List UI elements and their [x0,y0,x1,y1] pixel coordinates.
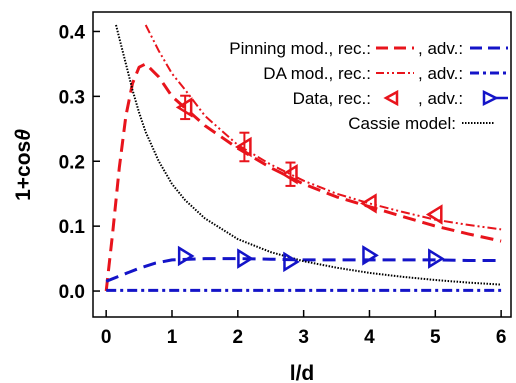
point-adv-3 [362,245,379,266]
point-rec-2 [281,163,298,185]
legend-pinning-rec-label: Pinning mod., rec.: [229,39,371,58]
y-tick-label-3: 0.3 [59,87,85,108]
y-axis-label-symbol: θ [12,129,35,141]
series-da-rec [144,24,502,231]
points-layer [175,94,445,273]
x-tick-label-0: 0 [101,327,112,348]
x-tick-label-5: 5 [430,327,441,348]
x-axis-label: l/d [290,362,315,383]
y-axis-label: 1+cosθ [12,129,35,201]
legend-cassie-label: Cassie model: [348,114,456,133]
point-adv-0 [177,245,195,267]
legend-data-rec-marker [383,89,399,107]
legend-pinning-adv-label: , adv.: [418,39,463,58]
legend-data-rec-label: Data, rec.: [293,89,371,108]
y-tick-label-1: 0.1 [59,217,86,238]
point-adv-2 [283,251,300,273]
y-tick-label-0: 0.0 [59,282,85,303]
axis-ticks: 0 1 2 3 4 5 6 0.0 0.1 0.2 0.3 0.4 [59,22,507,348]
series-layer [104,24,502,292]
legend-data-adv-marker [482,89,499,107]
x-tick-label-2: 2 [233,327,244,348]
point-adv-4 [428,248,445,269]
legend: Pinning mod., rec.: , adv.: DA mod., rec… [229,39,508,133]
y-tick-label-4: 0.4 [59,22,86,43]
legend-da-adv-label: , adv.: [418,64,463,83]
series-cassie [115,24,502,286]
x-tick-label-4: 4 [364,327,375,348]
series-pinning-rec [104,62,502,292]
point-adv-1 [237,248,254,269]
x-tick-label-1: 1 [167,327,178,348]
point-rec-4 [425,204,443,225]
plot-frame [92,11,512,318]
series-pinning-adv [105,257,502,283]
point-rec-0 [175,97,193,118]
y-axis-label-main: 1+cos [12,141,35,201]
legend-data-adv-label: , adv.: [418,89,463,108]
x-tick-label-3: 3 [298,327,309,348]
x-tick-label-6: 6 [496,327,507,348]
legend-da-rec-label: DA mod., rec.: [263,64,371,83]
point-rec-1 [235,136,252,158]
y-tick-label-2: 0.2 [59,152,85,173]
point-rec-3 [360,193,377,214]
